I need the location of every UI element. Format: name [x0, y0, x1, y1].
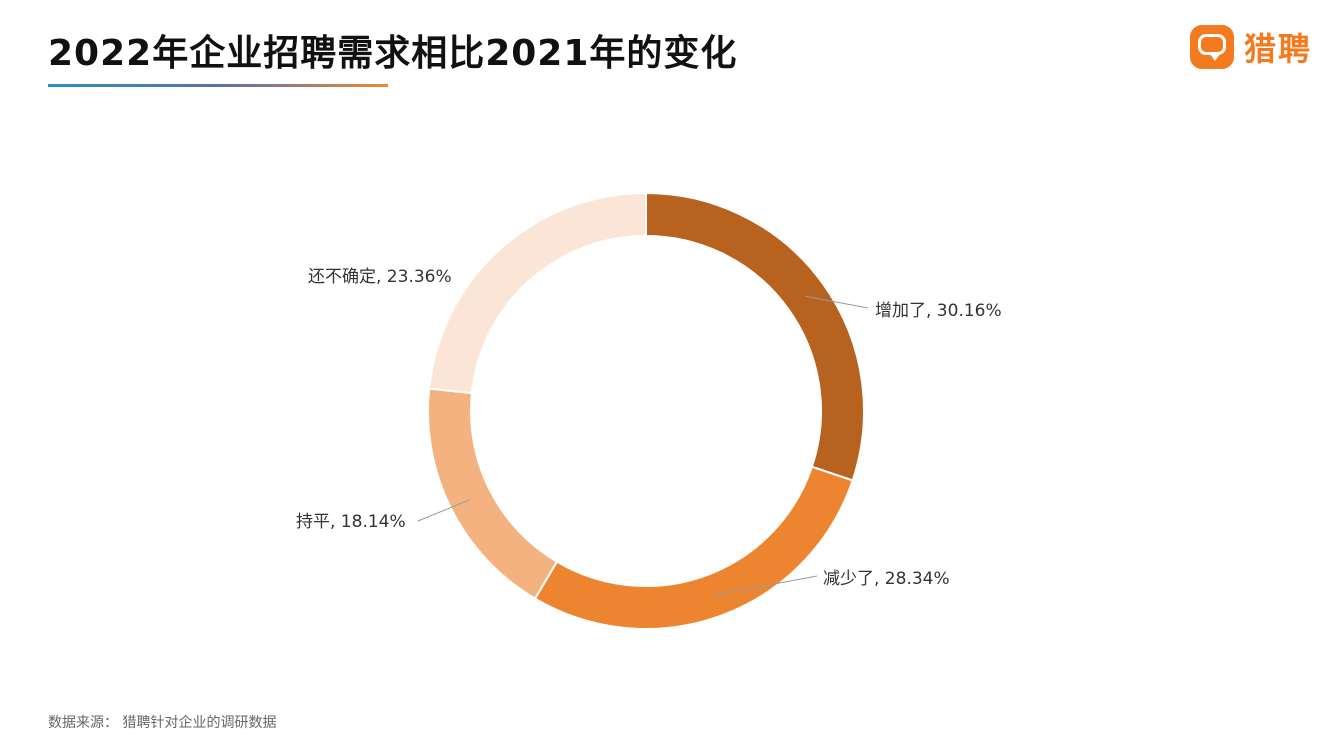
speech-bubble-icon: [1189, 25, 1234, 69]
title-underline: [48, 84, 388, 87]
leader-line-1: [805, 295, 869, 309]
slice-label-2: 减少了, 28.34%: [823, 569, 950, 589]
donut-slice-2: [533, 465, 854, 630]
slice-label-3: 持平, 18.14%: [296, 512, 406, 532]
donut-slice-3: [427, 387, 559, 601]
brand-logo: 猎聘: [1189, 24, 1312, 70]
slice-label-1: 增加了, 30.16%: [875, 301, 1002, 321]
slice-label-4: 还不确定, 23.36%: [308, 267, 452, 287]
brand-name: 猎聘: [1243, 30, 1312, 68]
leader-line-2: [714, 575, 818, 596]
page-title: 2022年企业招聘需求相比2021年的变化: [48, 33, 738, 74]
donut-slice-1: [645, 191, 865, 482]
donut-slice-4: [428, 191, 647, 395]
source-note: 数据来源： 猎聘针对企业的调研数据: [48, 715, 277, 731]
leader-line-3: [417, 498, 471, 522]
